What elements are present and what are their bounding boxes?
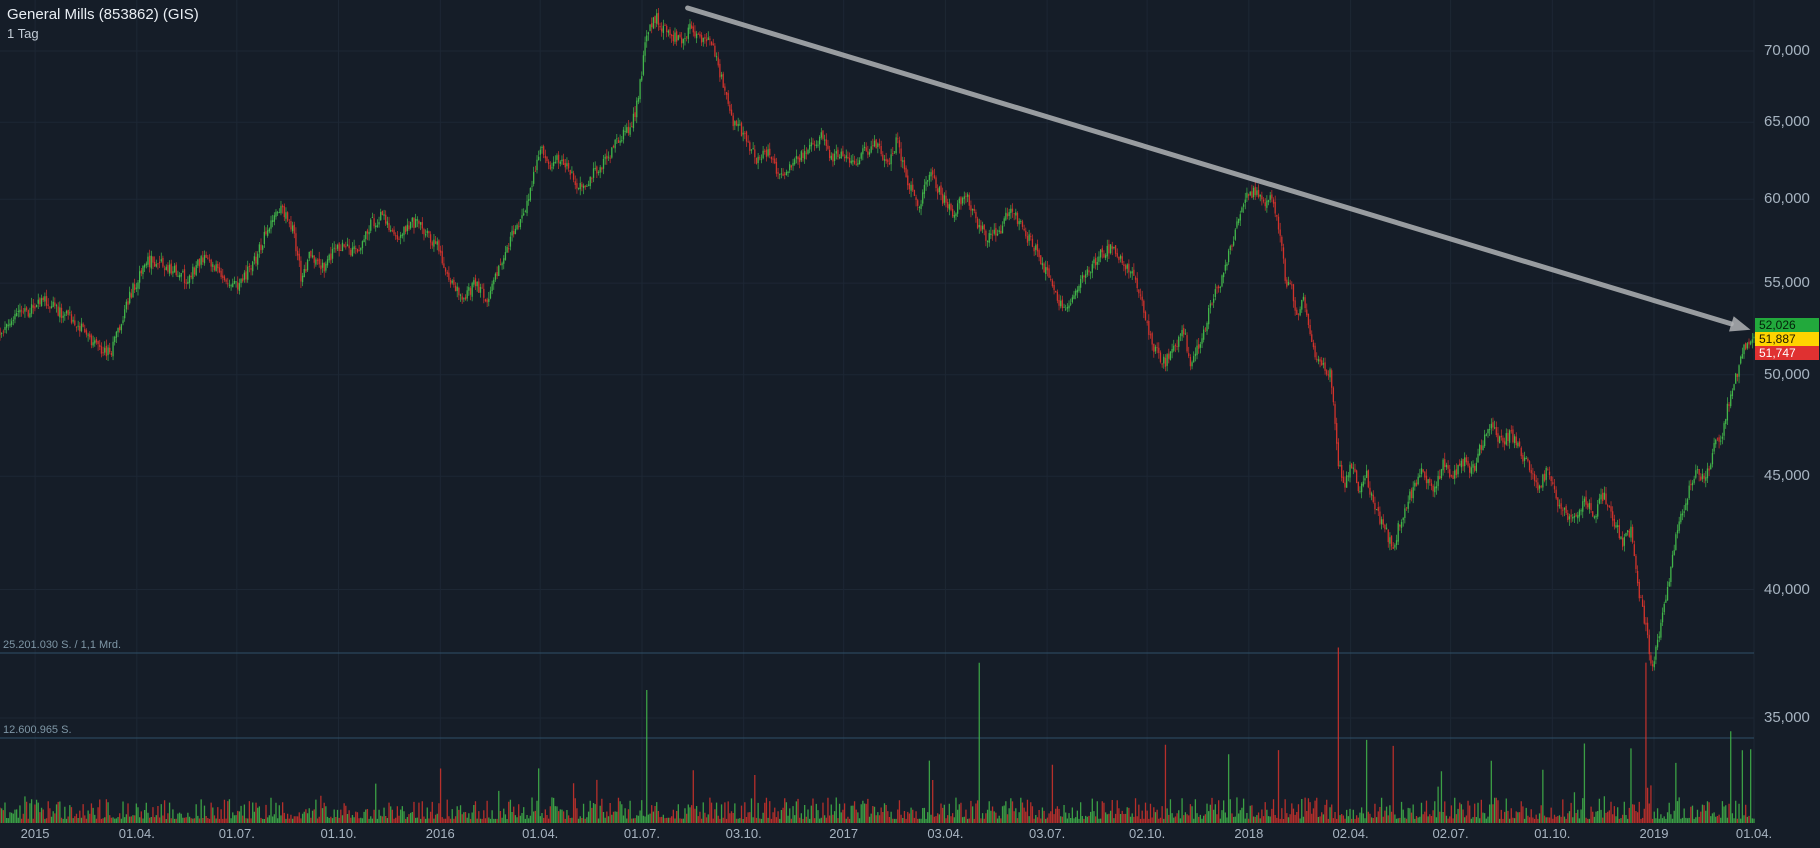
trend-arrow-head[interactable] <box>1729 316 1751 332</box>
candle-wicks-down <box>0 8 1750 672</box>
candle-bodies-up <box>1 13 1755 668</box>
timeframe-label: 1 Tag <box>7 26 39 41</box>
volume-bars-up <box>1 662 1755 823</box>
prev-close-badge: 51,747 <box>1755 346 1819 360</box>
candle-wicks-up <box>1 9 1755 671</box>
trend-arrow-line[interactable] <box>685 5 1734 327</box>
instrument-title: General Mills (853862) (GIS) <box>7 6 199 23</box>
last-price-badge: 52,026 <box>1755 318 1819 332</box>
candle-bodies-down <box>0 12 1750 667</box>
bid-price-badge: 51,887 <box>1755 332 1819 346</box>
volume-bars-down <box>0 647 1750 823</box>
